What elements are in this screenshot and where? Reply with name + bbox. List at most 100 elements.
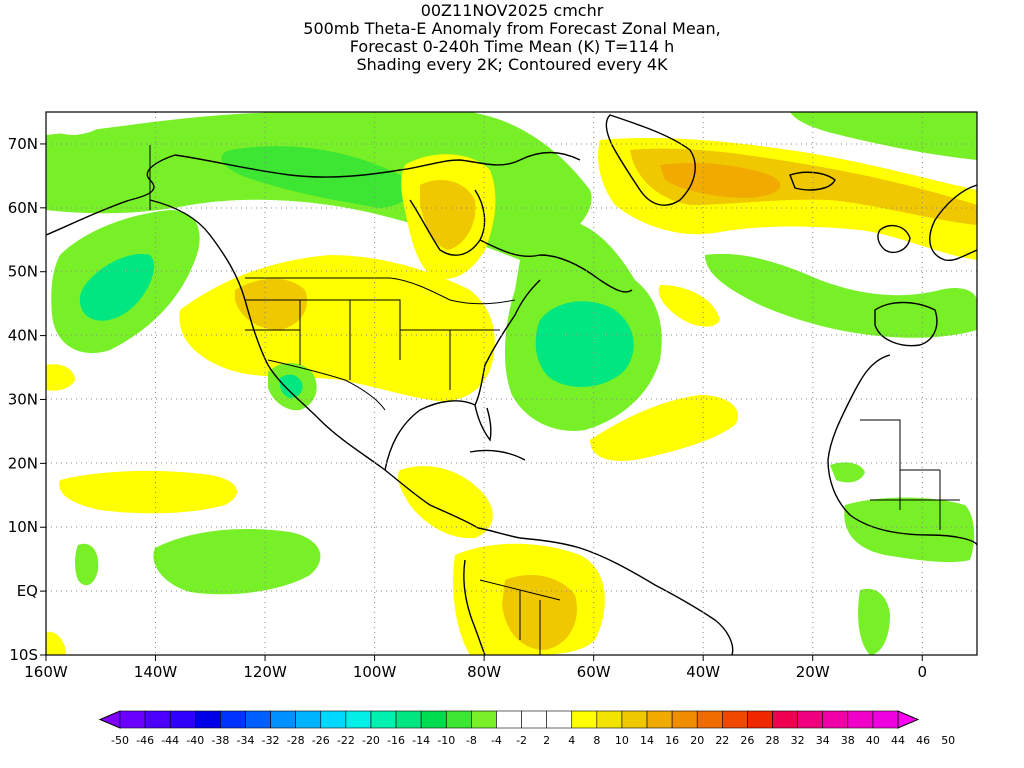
colorbar-label: 44 (891, 734, 905, 747)
title-line-3: Forecast 0-240h Time Mean (K) T=114 h (349, 37, 675, 56)
colorbar-labels: -50 -46 -44 -40 -38 -34 -32 -28 -26 -22 -20 -16 -14-… (111, 734, 955, 747)
lat-tick-label: 50N (8, 263, 38, 281)
colorbar-swatch (320, 710, 347, 729)
colorbar-swatch (872, 710, 899, 729)
colorbar-label: -40 (186, 734, 204, 747)
title-line-2: 500mb Theta-E Anomaly from Forecast Zona… (303, 19, 721, 38)
lon-tick-label: 20W (796, 663, 830, 681)
coast-cuba (469, 449, 526, 461)
colorbar-swatch (471, 710, 497, 729)
shade-green-arctic-east (790, 112, 977, 160)
shade-yellow-west-edge (46, 364, 75, 391)
colorbar-label: 40 (866, 734, 880, 747)
colorbar-swatch (496, 710, 522, 729)
coast-south-america (477, 527, 734, 655)
colorbar-label: 46 (916, 734, 930, 747)
latitude-ticks: 70N 60N 50N 40N 30N 20N 10N EQ 10S (8, 135, 46, 664)
colorbar-swatch (245, 710, 271, 729)
title-block: 00Z11NOV2025 cmchr 500mb Theta-E Anomaly… (0, 2, 1024, 74)
lat-tick-label: 10N (8, 518, 38, 536)
colorbar-label: -28 (287, 734, 305, 747)
coast-europe (929, 184, 977, 262)
shade-orange-greenland (660, 163, 781, 198)
borders (149, 145, 960, 655)
lon-tick-label: 120W (243, 663, 287, 681)
lon-tick-label: 100W (353, 663, 397, 681)
colorbar-label: -20 (362, 734, 380, 747)
title-line-1: 00Z11NOV2025 cmchr (420, 1, 604, 20)
colorbar-label: 8 (593, 734, 600, 747)
colorbar-label: -2 (516, 734, 527, 747)
lat-tick-label: 20N (8, 454, 38, 472)
colorbar-swatch (646, 710, 673, 729)
colorbar-label: 4 (568, 734, 575, 747)
coast-greenland (605, 114, 696, 206)
coast-us-east (384, 279, 541, 471)
shade-gold-northwest (235, 278, 308, 330)
coast-british-isles (877, 224, 911, 254)
colorbar-label: 22 (715, 734, 729, 747)
shade-yellow-tropical-pacific (59, 470, 237, 514)
colorbar-label: 32 (791, 734, 805, 747)
border-africa-states (860, 419, 960, 530)
lat-tick-label: 30N (8, 390, 38, 408)
coast-alaska (46, 154, 176, 236)
colorbar-label: -8 (466, 734, 477, 747)
lat-tick-label: 60N (8, 199, 38, 217)
colorbar-label: 50 (941, 734, 955, 747)
colorbar-label: 14 (640, 734, 654, 747)
lat-tick-label: 40N (8, 327, 38, 345)
colorbar-label: 26 (740, 734, 754, 747)
border-us-canada (245, 277, 516, 305)
coastlines (46, 114, 977, 655)
lon-tick-label: 140W (134, 663, 178, 681)
colorbar-label: -14 (412, 734, 430, 747)
colorbar-swatch (596, 710, 623, 729)
colorbar-swatch (370, 710, 397, 729)
colorbar-label: -46 (136, 734, 154, 747)
lon-tick-label: 60W (577, 663, 611, 681)
colorbar-label: 38 (841, 734, 855, 747)
coast-labrador (479, 239, 633, 293)
colorbar-label: -38 (211, 734, 229, 747)
shade-white-top-left (46, 112, 110, 135)
lon-tick-label: 80W (467, 663, 501, 681)
coast-florida (474, 404, 492, 442)
coast-hudson-bay (409, 189, 486, 256)
colorbar-swatch (295, 710, 322, 729)
colorbar-right-arrow (897, 710, 920, 729)
coast-south-america-west (463, 559, 486, 655)
colorbar-swatch (571, 710, 598, 729)
colorbar-label: 34 (816, 734, 830, 747)
border-south-america-states (479, 579, 561, 655)
longitude-ticks: 160W 140W 120W 100W 80W 60W 40W 20W 0 (24, 655, 927, 681)
colorbar-swatch (722, 710, 748, 729)
colorbar-label: -34 (236, 734, 254, 747)
shade-cyan-atlantic (535, 301, 634, 388)
shade-yellow-subtropics (590, 395, 739, 461)
colorbar-swatch (420, 710, 447, 729)
shade-green-southatlantic (858, 588, 890, 655)
shade-yellow-centralamerica (398, 466, 493, 539)
colorbar-label: 28 (766, 734, 780, 747)
lat-tick-label: 70N (8, 135, 38, 153)
coast-africa (827, 354, 977, 546)
colorbar-swatch (445, 710, 472, 729)
colorbar-label: -10 (437, 734, 455, 747)
colorbar-swatch (546, 710, 573, 729)
coast-north-america (149, 199, 479, 529)
colorbar-swatch (521, 710, 547, 729)
colorbar-label: -32 (262, 734, 280, 747)
lat-tick-label: 10S (9, 646, 38, 664)
colorbar-swatch (696, 710, 723, 729)
colorbar-swatch (772, 710, 798, 729)
colorbar-swatch (119, 710, 146, 729)
colorbar-swatch (822, 710, 849, 729)
shade-gold-hudson (420, 180, 476, 250)
grid (46, 112, 977, 655)
colorbar-label: -22 (337, 734, 355, 747)
colorbar-swatch (169, 710, 196, 729)
title-line-4: Shading every 2K; Contoured every 4K (356, 55, 668, 74)
border-us-states-1 (245, 299, 500, 390)
